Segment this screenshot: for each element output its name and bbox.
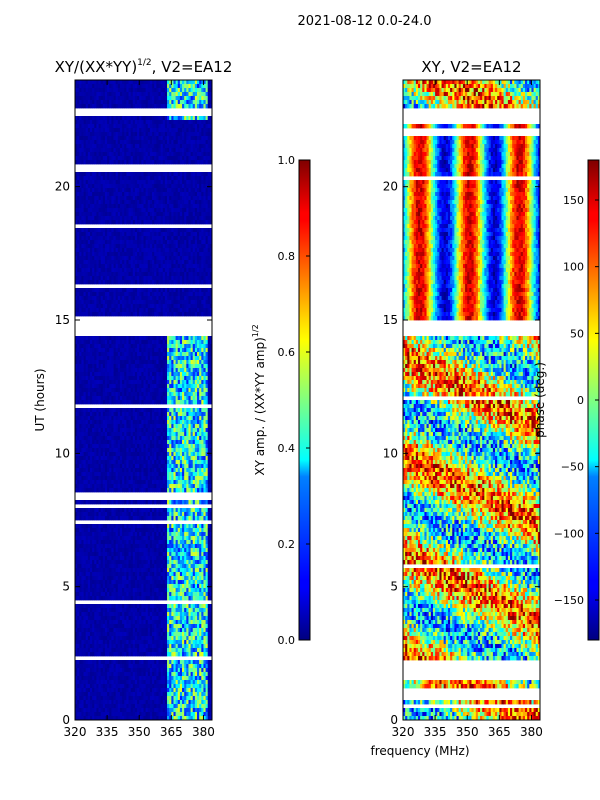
colorbar-tick-label: 0.8 [278,250,296,263]
axis-ticks: 320 335 350 365 380 0 5 10 15 20 [55,80,215,739]
colorbar-ticks: −150 −100 −50 0 50 100 150 [554,194,599,607]
x-tick-label: 320 [64,725,87,739]
x-tick-label: 365 [488,725,511,739]
colorbar-tick-label: 0.6 [278,346,296,359]
colorbar-label-superscript: 1/2 [251,324,260,337]
plot-frame [74,79,213,721]
colorbar-tick-label: 100 [563,261,584,274]
x-tick-label: 365 [160,725,183,739]
colorbar-tick-label: 0.0 [278,634,296,647]
colorbar-label: XY amp. / (XX*YY amp)1/2 [251,324,267,475]
colorbar-gradient [298,159,311,641]
colorbar-tick-label: 50 [570,327,584,340]
amplitude-ratio-panel: XY/(XX*YY)1/2, V2=EA12 320 335 350 365 380 0 5… [33,58,232,739]
colorbar-tick-label: 0.2 [278,538,296,551]
y-tick-label: 20 [55,180,70,194]
colorbar-tick-label: −150 [554,594,584,607]
colorbar-ticks: 0.0 0.2 0.4 0.6 0.8 1.0 [278,154,310,647]
x-tick-label: 320 [392,725,415,739]
x-tick-label: 335 [424,725,447,739]
y-axis-label: UT (hours) [33,368,47,431]
phase-panel: XY, V2=EA12 320 335 350 365 380 0 5 10 15 20 freq… [370,58,542,758]
colorbar-tick-label: 1.0 [278,154,296,167]
x-tick-label: 380 [192,725,215,739]
colorbar-tick-label: 0 [577,394,584,407]
colorbar-tick-label: −100 [554,527,584,540]
panel-title: XY, V2=EA12 [421,58,521,76]
y-tick-label: 10 [383,446,398,460]
phase-heatmap [403,80,540,720]
amplitude-colorbar: 0.0 0.2 0.4 0.6 0.8 1.0 XY amp. / (XX*YY amp)… [251,154,311,647]
x-tick-label: 350 [456,725,479,739]
amplitude-heatmap [75,80,212,720]
figure-suptitle: 2021-08-12 0.0-24.0 [297,14,432,29]
panel-title-superscript: 1/2 [137,58,151,68]
y-tick-label: 0 [390,713,398,727]
x-tick-label: 350 [128,725,151,739]
colorbar-tick-label: −50 [561,461,584,474]
y-tick-label: 15 [383,313,398,327]
phase-colorbar: −150 −100 −50 0 50 100 150 phase (deg.) [533,159,600,641]
x-tick-label: 380 [520,725,543,739]
y-tick-label: 15 [55,313,70,327]
colorbar-label: phase (deg.) [533,362,547,438]
plot-frame [402,79,541,721]
axis-ticks: 320 335 350 365 380 0 5 10 15 20 [383,80,543,739]
panel-title-tail: , V2=EA12 [152,58,233,76]
y-tick-label: 0 [62,713,70,727]
panel-title-main: XY/(XX*YY) [55,58,138,76]
colorbar-label-main: XY amp. / (XX*YY amp) [253,337,267,475]
y-tick-label: 10 [55,446,70,460]
x-tick-label: 335 [96,725,119,739]
y-tick-label: 20 [383,180,398,194]
y-tick-label: 5 [62,580,70,594]
x-axis-label: frequency (MHz) [370,744,469,758]
colorbar-tick-label: 150 [563,194,584,207]
y-tick-label: 5 [390,580,398,594]
colorbar-tick-label: 0.4 [278,442,296,455]
panel-title: XY/(XX*YY)1/2, V2=EA12 [55,58,233,76]
